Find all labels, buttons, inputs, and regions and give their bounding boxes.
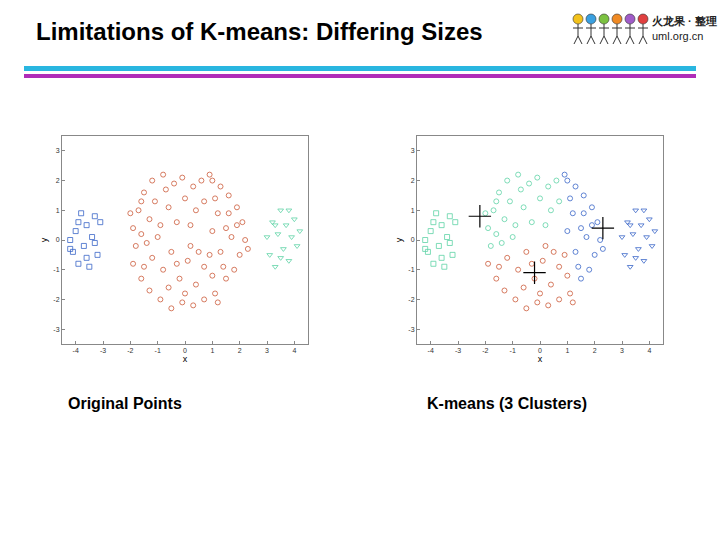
- svg-text:-1: -1: [510, 347, 516, 354]
- svg-text:0: 0: [411, 236, 415, 243]
- svg-text:-1: -1: [53, 266, 59, 273]
- svg-text:y: y: [394, 237, 404, 242]
- svg-text:4: 4: [647, 347, 651, 354]
- svg-text:-3: -3: [455, 347, 461, 354]
- svg-text:-2: -2: [408, 296, 414, 303]
- svg-text:-2: -2: [482, 347, 488, 354]
- svg-text:-2: -2: [53, 296, 59, 303]
- svg-text:-4: -4: [73, 347, 79, 354]
- svg-text:-1: -1: [408, 266, 414, 273]
- svg-text:-2: -2: [127, 347, 133, 354]
- svg-text:-4: -4: [428, 347, 434, 354]
- svg-text:x: x: [183, 354, 188, 364]
- svg-text:2: 2: [238, 347, 242, 354]
- svg-text:1: 1: [411, 207, 415, 214]
- svg-text:x: x: [538, 354, 543, 364]
- svg-text:3: 3: [411, 147, 415, 154]
- svg-text:y: y: [39, 237, 49, 242]
- svg-text:3: 3: [265, 347, 269, 354]
- svg-text:-3: -3: [408, 326, 414, 333]
- svg-text:2: 2: [56, 177, 60, 184]
- svg-text:0: 0: [183, 347, 187, 354]
- html-text:火龙果 · 整理: 火龙果 · 整理: [652, 15, 717, 27]
- svg-text:-3: -3: [100, 347, 106, 354]
- svg-text:1: 1: [565, 347, 569, 354]
- svg-text:-1: -1: [155, 347, 161, 354]
- svg-text:3: 3: [56, 147, 60, 154]
- svg-text:4: 4: [292, 347, 296, 354]
- html-text:Original Points: Original Points: [68, 395, 182, 412]
- svg-text:2: 2: [593, 347, 597, 354]
- svg-text:1: 1: [210, 347, 214, 354]
- svg-text:2: 2: [411, 177, 415, 184]
- html-text:uml.org.cn: uml.org.cn: [652, 30, 704, 42]
- svg-text:1: 1: [56, 207, 60, 214]
- svg-text:3: 3: [620, 347, 624, 354]
- html-text:K-means (3 Clusters): K-means (3 Clusters): [427, 395, 587, 412]
- svg-text:0: 0: [56, 236, 60, 243]
- svg-text:-3: -3: [53, 326, 59, 333]
- svg-text:0: 0: [538, 347, 542, 354]
- html-text:Limitations of K-means: Differ: Limitations of K-means: Differing Sizes: [36, 18, 483, 45]
